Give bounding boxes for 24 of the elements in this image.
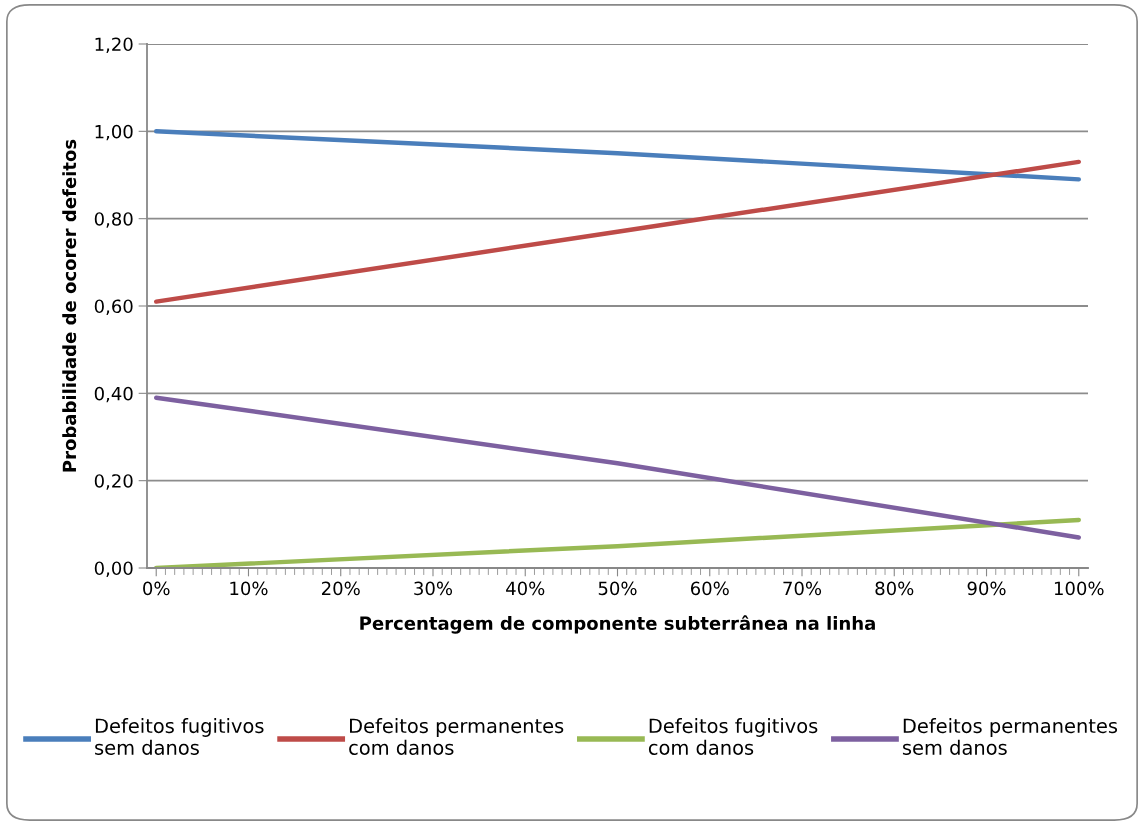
y-tick-label: 1,00 — [95, 124, 133, 141]
x-tick-label: 20% — [321, 581, 360, 596]
x-tick-label: 60% — [690, 581, 729, 596]
y-tick-label: 0,60 — [94, 299, 133, 315]
legend-label: Defeitos permanentes com danos — [349, 718, 564, 755]
legend-label: Defeitos fugitivos sem danos — [95, 718, 264, 755]
x-tick-label: 80% — [875, 581, 914, 596]
x-tick-label: 100% — [1054, 581, 1104, 596]
x-axis-title: Percentagem de componente subterrânea na linha — [360, 615, 875, 634]
y-tick-label: 0,40 — [94, 386, 133, 403]
x-tick-label: 50% — [598, 581, 637, 596]
y-tick-label: 0,80 — [94, 212, 133, 228]
x-tick-label: 40% — [506, 581, 545, 596]
y-tick-label: 1,20 — [95, 37, 133, 53]
x-tick-label: 90% — [967, 581, 1006, 596]
y-tick-label: 0,20 — [94, 474, 133, 490]
y-tick-label: 0,00 — [94, 561, 133, 577]
x-tick-label: 10% — [230, 581, 268, 596]
legend-label: Defeitos fugitivos com danos — [648, 718, 818, 755]
legend-label: Defeitos permanentes sem danos — [902, 718, 1118, 755]
x-tick-label: 70% — [783, 581, 822, 596]
x-tick-label: 0% — [143, 581, 170, 596]
x-tick-label: 30% — [414, 581, 453, 596]
y-axis-title: Probabilidade de ocorer defeitos — [62, 139, 77, 472]
